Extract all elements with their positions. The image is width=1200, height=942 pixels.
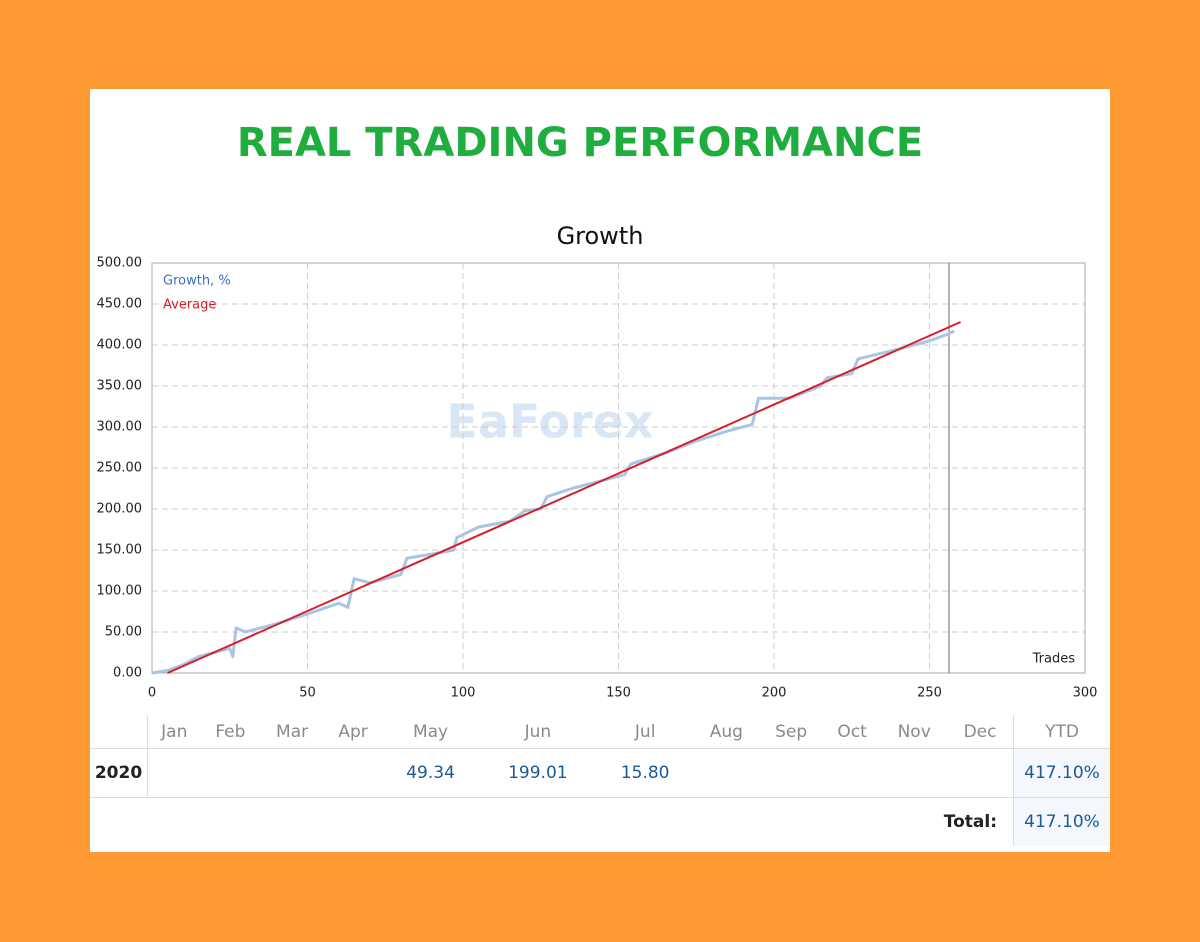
y-tick-label: 50.00	[105, 625, 142, 640]
table-cell: Total:	[943, 812, 997, 832]
table-cell	[200, 748, 261, 798]
table-cell	[759, 748, 823, 798]
table-cell	[693, 748, 760, 798]
x-tick-label: 150	[606, 686, 631, 701]
table-cell: Aug	[693, 715, 760, 749]
watermark: EaForex	[446, 395, 653, 449]
y-tick-label: 200.00	[97, 502, 143, 517]
table-cell	[947, 748, 1014, 798]
table-cell	[323, 748, 383, 798]
y-tick-label: 400.00	[97, 338, 143, 353]
average-line	[167, 321, 962, 674]
y-tick-label: 350.00	[97, 379, 143, 394]
table-cell	[260, 748, 324, 798]
table-cell: Mar	[260, 715, 324, 749]
table-cell: Feb	[200, 715, 261, 749]
table-cell: 15.80	[596, 748, 694, 798]
legend-label: Growth, %	[163, 274, 231, 289]
table-cell: Nov	[881, 715, 948, 749]
table-row: 2020 49.34 199.01 15.80 417.10%	[90, 748, 1110, 798]
y-tick-label: 150.00	[97, 543, 143, 558]
y-tick-label: 450.00	[97, 297, 143, 312]
table-cell	[90, 715, 148, 749]
table-cell: 417.10%	[1013, 797, 1110, 846]
x-tick-label: 0	[148, 686, 156, 701]
y-tick-label: 0.00	[113, 666, 142, 681]
panel: REAL TRADING PERFORMANCE EaForex Growth …	[90, 89, 1110, 852]
table-cell: 417.10%	[1013, 748, 1110, 798]
table-cell: 49.34	[382, 748, 479, 798]
table-cell: YTD	[1013, 715, 1110, 749]
table-cell	[822, 748, 882, 798]
table-cell: Oct	[822, 715, 882, 749]
x-tick-label: 300	[1073, 686, 1098, 701]
table-cell: 199.01	[478, 748, 597, 798]
x-tick-label: 50	[299, 686, 316, 701]
table-cell	[147, 748, 201, 798]
y-tick-label: 500.00	[97, 256, 143, 271]
table-cell: Jul	[596, 715, 694, 749]
table: Jan Feb Mar Apr May Jun Jul Aug Sep Oct Nov Dec YTD 2…	[90, 715, 1110, 846]
x-tick-label: 200	[762, 686, 787, 701]
table-cell: 2020	[90, 748, 148, 798]
table-row: Jan Feb Mar Apr May Jun Jul Aug Sep Oct Nov Dec YTD	[90, 715, 1110, 749]
table-cell: Dec	[947, 715, 1014, 749]
chart-title: Growth	[557, 222, 644, 250]
table-cell: Sep	[759, 715, 823, 749]
table-cell: Apr	[323, 715, 383, 749]
chart: REAL TRADING PERFORMANCE EaForex Growth …	[97, 120, 1098, 701]
y-tick-label: 300.00	[97, 420, 143, 435]
page-title: REAL TRADING PERFORMANCE	[237, 120, 923, 166]
x-axis-label: Trades	[1032, 652, 1076, 667]
table-row: Total: 417.10%	[90, 797, 1110, 846]
table-cell: Jun	[478, 715, 597, 749]
y-tick-label: 250.00	[97, 461, 143, 476]
x-tick-label: 250	[917, 686, 942, 701]
table-cell	[881, 748, 948, 798]
y-tick-label: 100.00	[97, 584, 143, 599]
table-cell: May	[382, 715, 479, 749]
table-cell: Jan	[147, 715, 201, 749]
legend-label: Average	[163, 298, 216, 313]
x-tick-label: 100	[451, 686, 476, 701]
